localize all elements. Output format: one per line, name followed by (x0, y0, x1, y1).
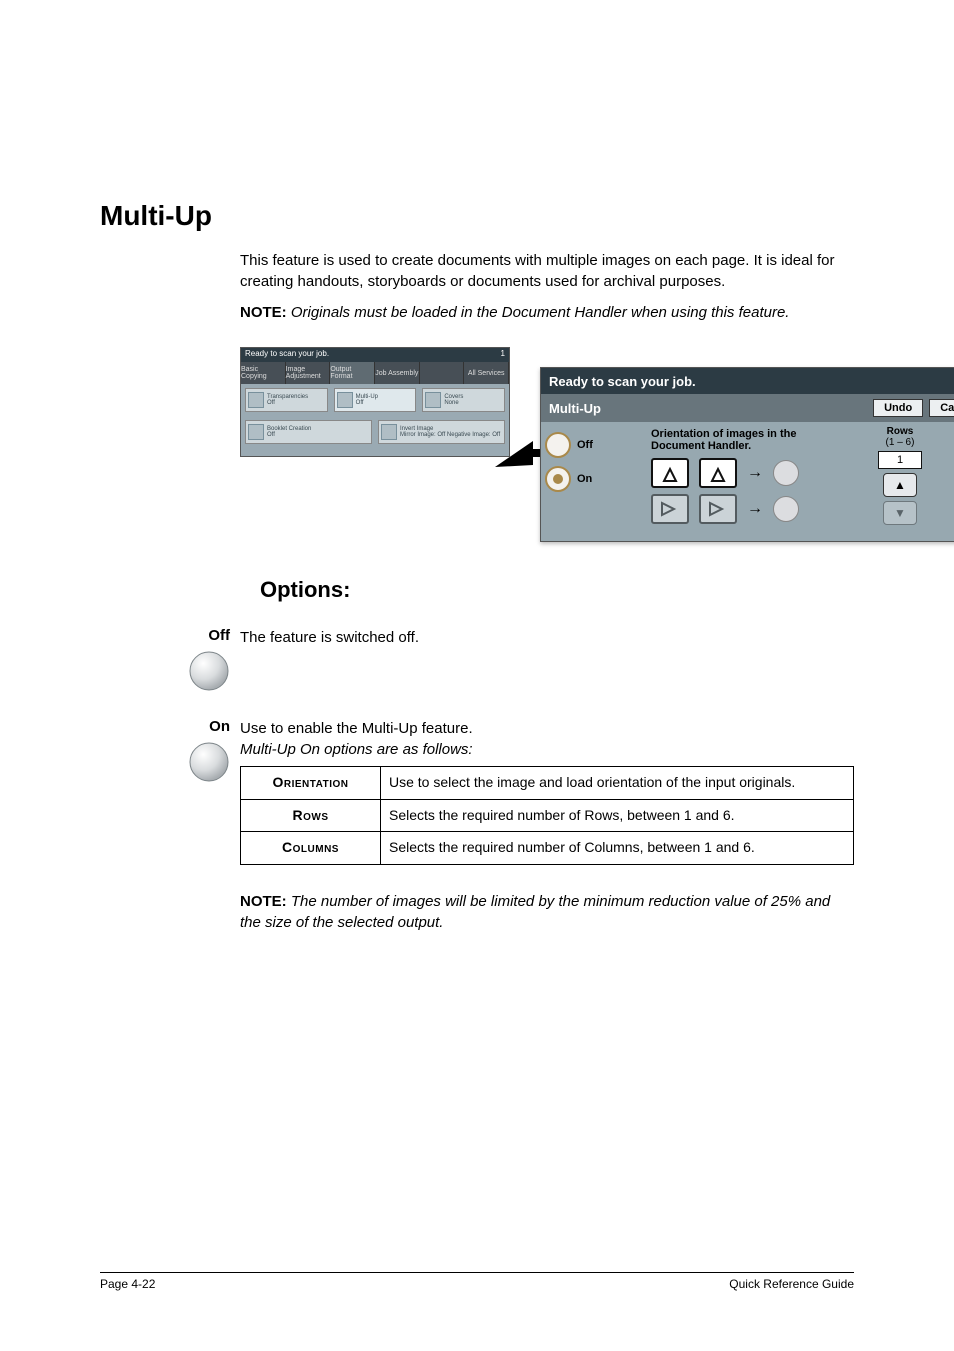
orientation-portrait-alt-icon[interactable] (699, 458, 737, 488)
stepper-section: Rows (1 – 6) 1 ▲ ▼ Columns (1 – 6) 2 ▲ ▼ (859, 422, 954, 543)
sphere-off-icon (188, 650, 230, 692)
orientation-landscape-icon[interactable] (651, 494, 689, 524)
opt-on-sub: Multi-Up On options are as follows: (240, 739, 854, 760)
rows-up-button[interactable]: ▲ (883, 473, 917, 497)
large-panel-bar: Multi-Up Undo Cancel Save (541, 394, 954, 422)
cell-multiup-sub: Off (356, 400, 378, 406)
cols-val: Selects the required number of Columns, … (381, 832, 854, 865)
small-panel: Ready to scan your job. 1 Basic Copying … (240, 347, 510, 457)
cell-invert[interactable]: Invert ImageMirror Image: Off Negative I… (378, 420, 505, 444)
orientation-label: Orientation of images in the Document Ha… (651, 428, 859, 452)
undo-button[interactable]: Undo (873, 399, 923, 417)
arrow-icon-2: → (747, 500, 763, 518)
cell-transparencies-sub: Off (267, 400, 308, 406)
rows-value: 1 (878, 451, 922, 469)
opt-off-name: Off (208, 627, 230, 644)
radio-off-circle (545, 432, 571, 458)
orientation-val: Use to select the image and load orienta… (381, 767, 854, 800)
orientation-portrait-icon[interactable] (651, 458, 689, 488)
note-2-prefix: NOTE: (240, 893, 287, 910)
large-panel-title: Multi-Up (549, 401, 601, 416)
multiup-icon (337, 392, 353, 408)
table-row: Columns Selects the required number of C… (241, 832, 854, 865)
note-1: NOTE: Originals must be loaded in the Do… (240, 302, 854, 323)
table-row: Orientation Use to select the image and … (241, 767, 854, 800)
cell-booklet-sub: Off (267, 432, 311, 438)
large-panel-buttons: Undo Cancel Save (873, 399, 954, 417)
radio-on[interactable]: On (545, 466, 647, 492)
orientation-section: Orientation of images in the Document Ha… (651, 422, 859, 543)
small-panel-row1: TransparenciesOff Multi-UpOff CoversNone (241, 384, 509, 416)
arrow-icon-1: → (747, 464, 763, 482)
large-panel: Ready to scan your job. 1 Multi-Up Undo … (540, 367, 954, 542)
opt-on-text: Use to enable the Multi-Up feature. (240, 718, 854, 739)
orientation-landscape-alt-icon[interactable] (699, 494, 737, 524)
orientation-row-2: → (651, 494, 859, 524)
orientation-key: Orientation (272, 774, 348, 790)
radio-off-label: Off (577, 439, 593, 451)
rows-val: Selects the required number of Rows, bet… (381, 799, 854, 832)
cancel-button[interactable]: Cancel (929, 399, 954, 417)
intro-text: This feature is used to create documents… (240, 250, 854, 292)
rows-label: Rows (859, 426, 941, 437)
tab-all-services[interactable]: All Services (464, 362, 509, 384)
opt-off-text: The feature is switched off. (240, 627, 854, 648)
tab-basic[interactable]: Basic Copying (241, 362, 286, 384)
tab-job-assembly[interactable]: Job Assembly (375, 362, 420, 384)
note-2: NOTE: The number of images will be limit… (240, 891, 854, 933)
screenshot-composite: Ready to scan your job. 1 Basic Copying … (240, 347, 854, 547)
small-panel-tabs: Basic Copying Image Adjustment Output Fo… (241, 362, 509, 384)
cell-invert-sub: Mirror Image: Off Negative Image: Off (400, 432, 500, 438)
small-panel-header: Ready to scan your job. 1 (241, 348, 509, 362)
cols-key: Columns (282, 839, 339, 855)
opt-on-sub-text: Multi-Up On options are as follows: (240, 741, 473, 758)
options-heading: Options: (260, 577, 854, 603)
opt-on-name: On (209, 718, 230, 735)
orientation-row-1: → (651, 458, 859, 488)
rows-range: (1 – 6) (859, 437, 941, 448)
large-panel-body: Off On Orientation of images in the Docu… (541, 422, 954, 543)
table-row: Rows Selects the required number of Rows… (241, 799, 854, 832)
cell-booklet[interactable]: Booklet CreationOff (245, 420, 372, 444)
orientation-indicator-1 (773, 460, 799, 486)
tab-image-adjust[interactable]: Image Adjustment (286, 362, 331, 384)
booklet-icon (248, 424, 264, 440)
small-panel-row2: Booklet CreationOff Invert ImageMirror I… (241, 416, 509, 448)
cell-multiup[interactable]: Multi-UpOff (334, 388, 417, 412)
page-footer: Page 4-22 Quick Reference Guide (100, 1272, 854, 1291)
orientation-indicator-2 (773, 496, 799, 522)
note-2-body: The number of images will be limited by … (240, 893, 830, 931)
radio-group: Off On (541, 422, 651, 543)
orientation-label-l1: Orientation of images in the (651, 428, 796, 440)
radio-off[interactable]: Off (545, 432, 647, 458)
large-panel-status: Ready to scan your job. (549, 374, 696, 389)
note-1-body-text: Originals must be loaded in the Document… (291, 304, 790, 321)
cell-covers-sub: None (444, 400, 463, 406)
large-panel-header: Ready to scan your job. 1 (541, 368, 954, 394)
orientation-label-l2: Document Handler. (651, 440, 751, 452)
footer-left: Page 4-22 (100, 1277, 155, 1291)
radio-on-circle (545, 466, 571, 492)
cell-covers[interactable]: CoversNone (422, 388, 505, 412)
invert-icon (381, 424, 397, 440)
tab-output-format[interactable]: Output Format (330, 362, 375, 384)
rows-key: Rows (293, 807, 329, 823)
small-panel-badge: 1 (501, 349, 505, 361)
tab-blank (420, 362, 465, 384)
footer-right: Quick Reference Guide (729, 1277, 854, 1291)
rows-column: Rows (1 – 6) 1 ▲ ▼ (859, 426, 941, 543)
definitions-table: Orientation Use to select the image and … (240, 766, 854, 865)
rows-down-button[interactable]: ▼ (883, 501, 917, 525)
sphere-on-icon (188, 741, 230, 783)
small-panel-status: Ready to scan your job. (245, 349, 329, 361)
radio-on-label: On (577, 473, 592, 485)
transparencies-icon (248, 392, 264, 408)
covers-icon (425, 392, 441, 408)
page-heading: Multi-Up (100, 200, 854, 232)
cell-transparencies[interactable]: TransparenciesOff (245, 388, 328, 412)
note-1-prefix: NOTE: (240, 304, 287, 321)
